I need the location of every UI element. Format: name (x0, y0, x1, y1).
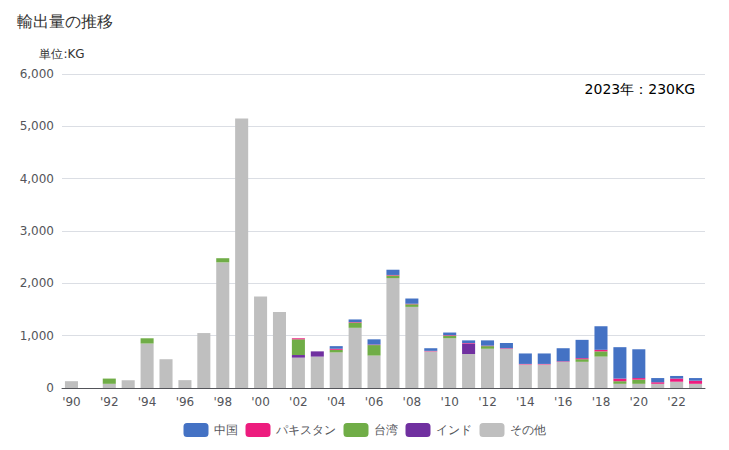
svg-text:2023年：230KG: 2023年：230KG (585, 81, 695, 97)
svg-text:'04: '04 (327, 395, 346, 409)
svg-text:5,000: 5,000 (20, 119, 54, 133)
svg-text:'96: '96 (176, 395, 195, 409)
svg-text:'06: '06 (365, 395, 384, 409)
svg-text:6,000: 6,000 (20, 67, 54, 81)
svg-text:インド: インド (436, 423, 472, 437)
svg-text:その他: その他 (510, 423, 546, 437)
svg-text:'14: '14 (516, 395, 535, 409)
svg-text:'10: '10 (440, 395, 459, 409)
svg-text:'08: '08 (403, 395, 422, 409)
svg-text:'98: '98 (213, 395, 232, 409)
svg-text:'92: '92 (100, 395, 119, 409)
svg-text:3,000: 3,000 (20, 224, 54, 238)
svg-text:輸出量の推移: 輸出量の推移 (17, 12, 113, 31)
svg-text:単位:KG: 単位:KG (39, 47, 84, 61)
svg-text:4,000: 4,000 (20, 172, 54, 186)
svg-text:中国: 中国 (214, 423, 238, 437)
svg-text:'18: '18 (592, 395, 611, 409)
svg-text:'00: '00 (251, 395, 270, 409)
svg-text:'94: '94 (138, 395, 157, 409)
svg-text:'02: '02 (289, 395, 308, 409)
svg-text:台湾: 台湾 (374, 423, 398, 437)
svg-text:1,000: 1,000 (20, 329, 54, 343)
svg-text:パキスタン: パキスタン (275, 423, 336, 437)
svg-text:'90: '90 (62, 395, 81, 409)
svg-text:0: 0 (46, 381, 54, 395)
svg-text:'22: '22 (667, 395, 686, 409)
svg-text:'16: '16 (554, 395, 573, 409)
svg-text:'12: '12 (478, 395, 497, 409)
svg-text:2,000: 2,000 (20, 276, 54, 290)
svg-text:'20: '20 (630, 395, 649, 409)
